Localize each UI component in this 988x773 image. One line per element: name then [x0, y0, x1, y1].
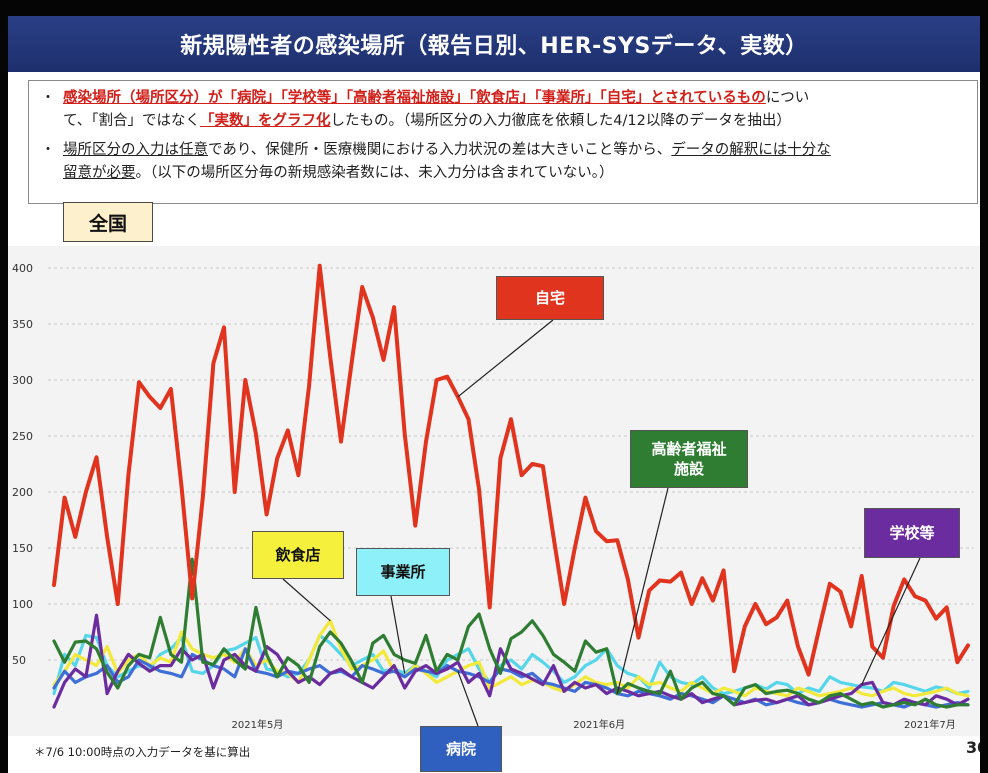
callout-home: 自宅 [496, 276, 604, 320]
leader-line-home [457, 319, 554, 398]
callout-school: 学校等 [864, 508, 960, 558]
note-2: ・ 場所区分の入力は任意であり、保健所・医療機関における入力状況の差は大きいこと… [39, 139, 967, 185]
note-2-line-2: 留意が必要。（以下の場所区分毎の新規感染者数には、未入力分は含まれていない。） [63, 162, 967, 185]
y-tick-label: 400 [12, 262, 33, 275]
leader-line-hospital [457, 670, 479, 727]
note-1: ・ 感染場所（場所区分）が「病院」「学校等」「高齢者福祉施設」「飲食店」「事業所… [39, 87, 967, 133]
note-1-line-2: て、「割合」ではなく「実数」をグラフ化したもの。（場所区分の入力徹底を依頼した4… [63, 110, 967, 133]
x-tick-label: 2021年5月 [232, 718, 284, 731]
note-1-line-1: 感染場所（場所区分）が「病院」「学校等」「高齢者福祉施設」「飲食店」「事業所」「… [63, 87, 967, 110]
y-tick-label: 350 [12, 318, 33, 331]
callout-elderly-label-2: 施設 [673, 460, 704, 478]
callout-restaurant: 飲食店 [252, 531, 344, 579]
chart-panel: 50 100 150 200 250 300 350 400 2021年5月 2021年6月 202… [8, 246, 980, 772]
callout-school-label: 学校等 [889, 524, 935, 542]
notes-box: ・ 感染場所（場所区分）が「病院」「学校等」「高齢者福祉施設」「飲食店」「事業所… [28, 80, 978, 204]
note-1-seg-4: 「実数」をグラフ化 [200, 113, 331, 129]
callout-hospital: 病院 [420, 726, 502, 772]
y-tick-label: 300 [12, 374, 33, 387]
bullet-icon: ・ [41, 90, 55, 106]
series-line-home [52, 263, 970, 677]
note-1-seg-3: て、「割合」ではなく [63, 113, 201, 129]
callout-home-label: 自宅 [534, 289, 565, 307]
y-tick-label: 200 [12, 486, 33, 499]
note-2-line-1: 場所区分の入力は任意であり、保健所・医療機関における入力状況の差は大きいこと等か… [63, 139, 967, 162]
callout-hospital-label: 病院 [445, 740, 476, 758]
note-2-seg-3: データの解釈には十分な [671, 142, 831, 158]
series-line-elderly [52, 557, 970, 709]
x-tick-label: 2021年7月 [904, 718, 956, 731]
note-2-seg-2: であり、保健所・医療機関における入力状況の差は大きいこと等から、 [208, 142, 672, 158]
nation-label: 全国 [63, 202, 153, 242]
callout-elderly-label-1: 高齢者福祉 [651, 440, 727, 458]
callout-workplace: 事業所 [356, 548, 450, 596]
note-2-seg-5: 。（以下の場所区分毎の新規感染者数には、未入力分は含まれていない。） [135, 165, 614, 181]
line-chart: 50 100 150 200 250 300 350 400 2021年5月 2021年6月 202… [12, 262, 974, 731]
x-tick-label: 2021年6月 [573, 718, 625, 731]
note-1-seg-1: 感染場所（場所区分）が「病院」「学校等」「高齢者福祉施設」「飲食店」「事業所」「… [63, 90, 766, 106]
bullet-icon: ・ [41, 142, 55, 158]
slide-title: 新規陽性者の感染場所（報告日別、HER-SYSデータ、実数） [8, 16, 980, 72]
note-1-seg-2: につい [765, 90, 810, 106]
leader-line-restaurant [282, 578, 331, 622]
leader-line-school [861, 557, 921, 685]
page-number: 30 [966, 738, 980, 757]
callout-workplace-label: 事業所 [380, 563, 426, 581]
note-1-seg-5: したもの。（場所区分の入力徹底を依頼した4/12以降のデータを抽出） [330, 113, 791, 129]
y-tick-label: 50 [12, 654, 26, 667]
callout-elderly: 高齢者福祉 施設 [630, 430, 748, 488]
y-tick-label: 150 [12, 542, 33, 555]
note-2-seg-1: 場所区分の入力は任意 [63, 142, 208, 158]
leader-line-elderly [616, 487, 669, 694]
footnote: ＊7/6 10:00時点の入力データを基に算出 [34, 745, 251, 759]
note-2-seg-4: 留意が必要 [63, 165, 136, 181]
series-line-school [52, 613, 970, 709]
y-tick-label: 100 [12, 598, 33, 611]
callout-restaurant-label: 飲食店 [275, 546, 321, 564]
y-tick-label: 250 [12, 430, 33, 443]
series-line-restaurant [52, 619, 970, 698]
leader-line-workplace [390, 595, 406, 674]
slide: 新規陽性者の感染場所（報告日別、HER-SYSデータ、実数） ・ 感染場所（場所… [8, 16, 980, 773]
